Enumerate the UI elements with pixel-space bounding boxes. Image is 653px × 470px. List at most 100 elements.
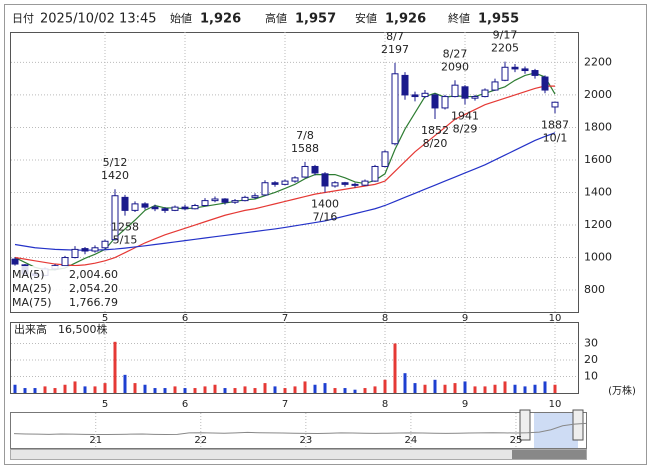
y-tick-label: 1200 — [584, 218, 612, 231]
volume-bar — [483, 386, 487, 393]
y-tick-label: 1400 — [584, 185, 612, 198]
candle-body — [501, 66, 509, 81]
navigator-label: 22 — [194, 435, 207, 446]
navigator-label: 23 — [299, 435, 312, 446]
volume-bar — [403, 373, 407, 393]
y-tick-label: 800 — [584, 283, 605, 296]
candle-body — [251, 195, 259, 198]
navigator-panel — [10, 412, 587, 449]
navigator-handle-right[interactable] — [572, 409, 584, 441]
candle-body — [271, 182, 279, 185]
candle-body — [151, 206, 159, 210]
volume-bar — [13, 384, 17, 393]
volume-bar — [43, 386, 47, 393]
y-tick-label: 20 — [584, 353, 598, 366]
header-value: 1,926 — [385, 12, 426, 27]
candle-body — [231, 200, 239, 203]
annotation-date: 9/17 — [493, 29, 518, 42]
candle-body — [241, 196, 249, 202]
candle-body — [121, 196, 129, 211]
header-label: 始値 — [170, 11, 192, 25]
annotation-value: 1258 — [111, 221, 139, 234]
candle-body — [351, 183, 359, 186]
volume-bar — [263, 383, 267, 393]
candle-body — [341, 182, 349, 185]
candle-body — [441, 96, 449, 109]
annotation-date: 7/16 — [313, 210, 338, 223]
volume-bar — [453, 383, 457, 393]
volume-bar — [133, 383, 137, 393]
annotation-value: 1420 — [101, 169, 129, 182]
y-tick-label: 2200 — [584, 55, 612, 68]
candle-body — [131, 203, 139, 211]
header-label: 高値 — [265, 11, 287, 25]
navigator-label: 24 — [405, 435, 418, 446]
candle-body — [381, 151, 389, 167]
annotation-value: 2197 — [381, 43, 409, 56]
x-tick-label: 9 — [462, 313, 468, 324]
volume-bar — [83, 386, 87, 393]
annotation-date: 7/8 — [296, 129, 314, 142]
annotation-date: 5/15 — [113, 234, 138, 247]
x-tick-label: 8 — [382, 399, 388, 410]
volume-bar — [223, 388, 227, 393]
volume-bar — [53, 388, 57, 393]
y-tick-label: 2000 — [584, 88, 612, 101]
candle-body — [521, 68, 529, 72]
volume-bar — [393, 343, 397, 393]
annotation-date: 10/1 — [543, 131, 568, 144]
scrollbar-thumb[interactable] — [512, 450, 586, 459]
annotation-date: 5/12 — [103, 156, 128, 169]
annotation-value: 1400 — [311, 197, 339, 210]
volume-bar — [213, 384, 217, 393]
volume-bar — [313, 384, 317, 393]
navigator-handle-left[interactable] — [519, 409, 531, 441]
candle-body — [11, 258, 19, 265]
candle-body — [511, 66, 519, 70]
candle-body — [531, 70, 539, 76]
annotation-date: 8/27 — [443, 47, 468, 60]
volume-bar — [153, 388, 157, 393]
candle-body — [181, 206, 189, 210]
scrollbar[interactable] — [10, 449, 587, 460]
volume-bar — [333, 388, 337, 393]
candle-body — [361, 180, 369, 186]
volume-bar — [323, 383, 327, 393]
x-tick-label: 5 — [102, 399, 108, 410]
volume-bar — [23, 388, 27, 393]
volume-bar — [363, 388, 367, 393]
volume-bar — [143, 384, 147, 393]
volume-bar — [243, 386, 247, 393]
candle-body — [141, 203, 149, 208]
legend-name: MA(25) — [12, 282, 52, 295]
x-tick-label: 7 — [282, 313, 288, 324]
candle-body — [221, 198, 229, 203]
annotation-date: 8/7 — [386, 30, 404, 43]
candle-body — [211, 198, 219, 202]
candle-body — [291, 177, 299, 182]
legend-name: MA(5) — [12, 268, 45, 281]
volume-bar — [173, 386, 177, 393]
volume-value: 16,500株 — [58, 322, 108, 336]
x-tick-label: 10 — [549, 399, 562, 410]
candle-body — [111, 195, 119, 241]
header-value: 1,926 — [200, 12, 241, 27]
volume-bar — [93, 386, 97, 393]
y-tick-label: 1800 — [584, 120, 612, 133]
ma-line — [14, 85, 556, 267]
candle-body — [191, 204, 199, 210]
y-tick-label: 10 — [584, 369, 598, 382]
header-value: 1,955 — [478, 12, 519, 27]
navigator-label: 25 — [510, 435, 523, 446]
candle-body — [371, 165, 379, 182]
volume-bar — [63, 384, 67, 393]
volume-bar — [293, 386, 297, 393]
candle-body — [481, 89, 489, 98]
x-tick-label: 7 — [282, 399, 288, 410]
navigator-selection — [534, 413, 578, 448]
candle-body — [321, 173, 329, 187]
volume-bar — [193, 388, 197, 393]
volume-bar — [463, 381, 467, 393]
volume-bar — [503, 381, 507, 393]
annotation-value: 2205 — [491, 42, 519, 55]
